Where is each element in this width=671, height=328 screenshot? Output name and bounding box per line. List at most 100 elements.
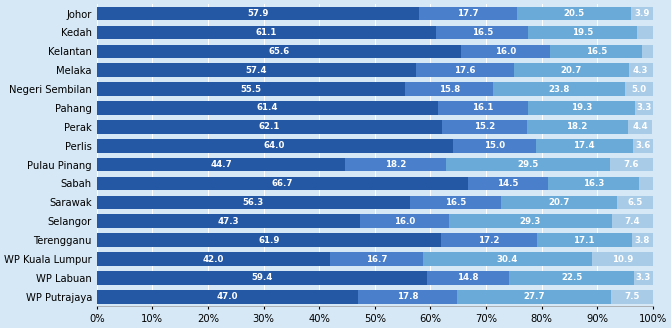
Bar: [346, 158, 446, 172]
Bar: [97, 63, 416, 77]
Text: 22.5: 22.5: [561, 273, 582, 282]
Text: 30.4: 30.4: [497, 255, 518, 263]
Bar: [97, 158, 346, 172]
Bar: [360, 215, 449, 228]
Bar: [97, 26, 436, 39]
Bar: [97, 101, 438, 115]
Text: 19.5: 19.5: [572, 28, 593, 37]
Text: 61.9: 61.9: [258, 236, 280, 245]
Text: 27.7: 27.7: [523, 292, 545, 301]
Text: 59.4: 59.4: [251, 273, 272, 282]
Bar: [527, 120, 627, 134]
Bar: [493, 82, 625, 96]
Text: 56.3: 56.3: [243, 198, 264, 207]
Bar: [97, 252, 330, 266]
Text: 62.1: 62.1: [259, 122, 280, 132]
Bar: [405, 82, 493, 96]
Bar: [536, 139, 633, 153]
Text: 6.5: 6.5: [627, 198, 642, 207]
Text: 16.0: 16.0: [394, 217, 415, 226]
Text: 29.5: 29.5: [518, 160, 539, 169]
Bar: [611, 158, 653, 172]
Bar: [501, 195, 617, 209]
Bar: [634, 271, 653, 285]
Bar: [441, 233, 537, 247]
Bar: [514, 63, 629, 77]
Text: 66.7: 66.7: [272, 179, 293, 188]
Bar: [635, 101, 654, 115]
Text: 57.4: 57.4: [246, 66, 267, 75]
Text: 17.7: 17.7: [457, 9, 478, 18]
Text: 20.7: 20.7: [560, 66, 582, 75]
Bar: [452, 139, 536, 153]
Text: 16.5: 16.5: [472, 28, 493, 37]
Bar: [446, 158, 611, 172]
Bar: [97, 233, 441, 247]
Text: 15.8: 15.8: [439, 85, 460, 93]
Text: 29.3: 29.3: [519, 217, 541, 226]
Bar: [457, 290, 611, 303]
Text: 19.3: 19.3: [570, 104, 592, 113]
Bar: [611, 215, 653, 228]
Bar: [449, 215, 611, 228]
Bar: [548, 177, 639, 190]
Text: 55.5: 55.5: [240, 85, 262, 93]
Text: 65.6: 65.6: [268, 47, 290, 56]
Text: 47.3: 47.3: [217, 217, 239, 226]
Bar: [416, 63, 514, 77]
Text: 16.5: 16.5: [445, 198, 466, 207]
Text: 3.9: 3.9: [634, 9, 650, 18]
Text: 61.4: 61.4: [257, 104, 278, 113]
Bar: [625, 82, 654, 96]
Bar: [427, 271, 509, 285]
Text: 3.6: 3.6: [635, 141, 650, 150]
Text: 17.6: 17.6: [454, 66, 476, 75]
Bar: [97, 177, 468, 190]
Bar: [617, 195, 653, 209]
Bar: [517, 7, 631, 20]
Bar: [639, 177, 653, 190]
Bar: [330, 252, 423, 266]
Bar: [442, 120, 527, 134]
Bar: [509, 271, 634, 285]
Text: 61.1: 61.1: [256, 28, 277, 37]
Text: 3.8: 3.8: [635, 236, 650, 245]
Text: 14.5: 14.5: [497, 179, 519, 188]
Bar: [468, 177, 548, 190]
Bar: [97, 139, 452, 153]
Bar: [97, 45, 462, 58]
Text: 10.9: 10.9: [612, 255, 633, 263]
Text: 4.4: 4.4: [632, 122, 648, 132]
Bar: [97, 290, 358, 303]
Bar: [611, 290, 653, 303]
Bar: [550, 45, 642, 58]
Bar: [419, 7, 517, 20]
Text: 16.7: 16.7: [366, 255, 387, 263]
Bar: [633, 139, 653, 153]
Text: 15.0: 15.0: [484, 141, 505, 150]
Bar: [637, 26, 653, 39]
Bar: [527, 101, 635, 115]
Text: 5.0: 5.0: [632, 85, 647, 93]
Bar: [358, 290, 457, 303]
Bar: [97, 120, 442, 134]
Text: 20.5: 20.5: [564, 9, 584, 18]
Text: 16.1: 16.1: [472, 104, 494, 113]
Text: 14.8: 14.8: [458, 273, 479, 282]
Bar: [97, 271, 427, 285]
Text: 17.1: 17.1: [573, 236, 595, 245]
Text: 3.3: 3.3: [636, 273, 652, 282]
Text: 64.0: 64.0: [264, 141, 285, 150]
Text: 16.5: 16.5: [586, 47, 607, 56]
Text: 4.3: 4.3: [633, 66, 648, 75]
Bar: [410, 195, 501, 209]
Text: 23.8: 23.8: [549, 85, 570, 93]
Text: 17.8: 17.8: [397, 292, 418, 301]
Text: 15.2: 15.2: [474, 122, 495, 132]
Bar: [631, 7, 653, 20]
Bar: [592, 252, 653, 266]
Text: 16.3: 16.3: [583, 179, 604, 188]
Text: 20.7: 20.7: [548, 198, 570, 207]
Text: 57.9: 57.9: [247, 9, 268, 18]
Bar: [423, 252, 592, 266]
